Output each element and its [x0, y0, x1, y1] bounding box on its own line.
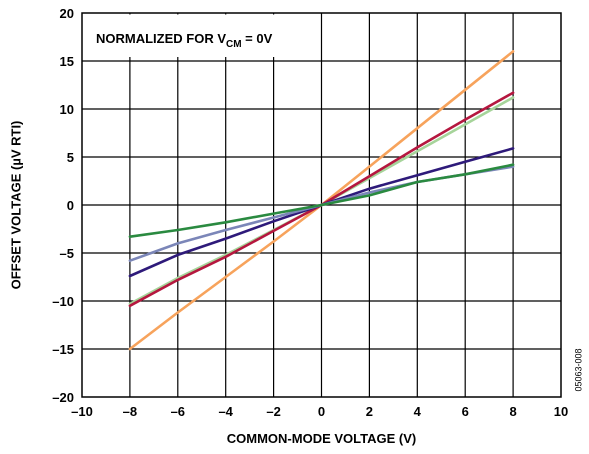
- annotation-prefix: NORMALIZED FOR V: [96, 31, 226, 46]
- x-tick-label: 4: [414, 404, 422, 419]
- x-tick-label: –2: [266, 404, 280, 419]
- plot-frame: [81, 12, 562, 398]
- plot-border: [81, 12, 562, 398]
- y-tick-label: –10: [52, 294, 74, 309]
- annotation-subscript: CM: [226, 39, 242, 50]
- x-tick-label: 2: [366, 404, 373, 419]
- y-tick-label: 0: [67, 198, 74, 213]
- y-tick-label: 20: [60, 6, 74, 21]
- x-axis-label: COMMON-MODE VOLTAGE (V): [227, 431, 416, 446]
- y-tick-label: 5: [67, 150, 74, 165]
- x-tick-label: 10: [554, 404, 568, 419]
- annotation-box: NORMALIZED FOR VCM = 0V: [83, 14, 283, 57]
- figure-id: 05063-008: [573, 348, 583, 391]
- y-axis-label: OFFSET VOLTAGE (µV RTI): [8, 121, 23, 290]
- x-tick-label: –4: [218, 404, 233, 419]
- series-line-6: [128, 163, 515, 238]
- x-tick-label: –10: [71, 404, 93, 419]
- annotation-suffix: = 0V: [242, 31, 273, 46]
- series-layer: [128, 50, 515, 351]
- x-tick-label: –6: [171, 404, 185, 419]
- x-tick-label: 8: [509, 404, 516, 419]
- x-tick-label: 0: [318, 404, 325, 419]
- y-tick-label: –20: [52, 390, 74, 405]
- y-tick-label: 10: [60, 102, 74, 117]
- x-tick-label: 6: [462, 404, 469, 419]
- normalization-note: NORMALIZED FOR VCM = 0V: [96, 31, 273, 50]
- y-tick-label: –5: [60, 246, 74, 261]
- y-tick-label: –15: [52, 342, 74, 357]
- x-tick-label: –8: [123, 404, 137, 419]
- y-tick-label: 15: [60, 54, 74, 69]
